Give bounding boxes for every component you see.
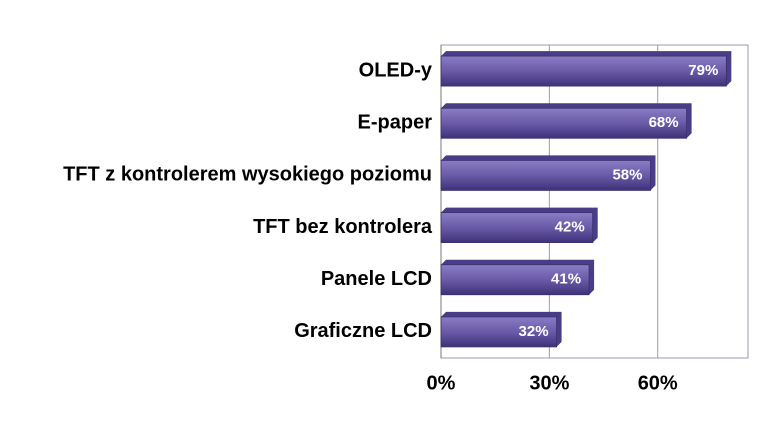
- bar: [440, 160, 651, 191]
- y-tick-label: TFT bez kontrolera: [253, 216, 433, 238]
- bar-depth: [441, 259, 595, 295]
- bar-depth: [441, 311, 562, 347]
- bar-depth: [441, 103, 692, 139]
- y-tick-label: TFT z kontrolerem wysokiego poziomu: [63, 164, 432, 186]
- value-label: 68%: [649, 114, 679, 131]
- value-label: 58%: [612, 166, 642, 183]
- bar: [440, 107, 688, 139]
- x-tick-label: 30%: [529, 372, 569, 394]
- value-label: 42%: [555, 219, 585, 236]
- y-tick-label: Graficzne LCD: [294, 320, 432, 342]
- value-label: 79%: [688, 62, 718, 79]
- bar-depth: [441, 207, 598, 243]
- value-label: 32%: [519, 323, 549, 340]
- y-tick-label: OLED-y: [359, 59, 433, 81]
- value-label: 41%: [551, 271, 581, 288]
- y-tick-label: E-paper: [358, 112, 433, 134]
- plot-frame: [440, 44, 749, 359]
- x-tick-label: 60%: [638, 372, 678, 394]
- bar-depth: [441, 51, 732, 87]
- bar-depth: [441, 155, 656, 191]
- bar: [440, 264, 590, 296]
- bar: [440, 55, 727, 87]
- y-tick-label: Panele LCD: [321, 268, 432, 290]
- bar: [440, 212, 594, 243]
- x-tick-label: 0%: [427, 372, 456, 394]
- bar: [440, 316, 557, 348]
